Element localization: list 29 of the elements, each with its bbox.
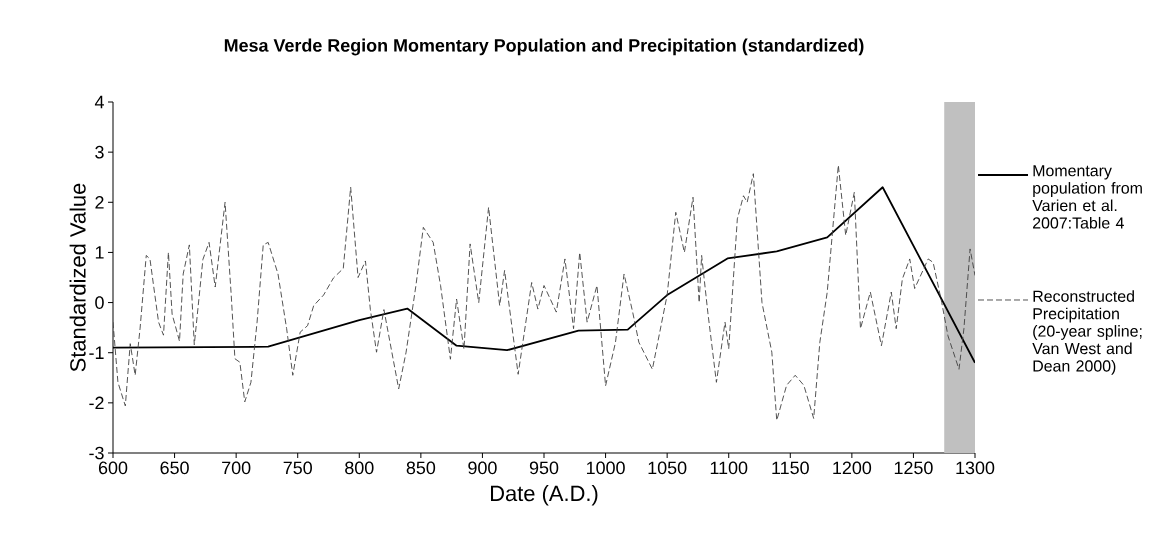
y-tick-label: -2 [89, 396, 104, 410]
x-tick-label: 1300 [956, 461, 995, 475]
y-axis-title: Standardized Value [69, 183, 86, 372]
x-tick-label: 750 [283, 461, 312, 475]
y-tick-label: 4 [94, 95, 104, 109]
y-tick-label: 2 [95, 196, 104, 209]
x-tick-label: 700 [222, 461, 251, 475]
line-series [113, 164, 976, 421]
x-tick-label: 600 [98, 461, 128, 475]
x-tick-label: 1250 [894, 461, 933, 475]
y-tick-label: 1 [95, 246, 104, 259]
y-tick-label: -1 [89, 346, 104, 359]
x-tick-label: 1050 [648, 461, 687, 475]
x-tick-label: 850 [406, 461, 436, 475]
x-tick-label: 1200 [833, 461, 872, 475]
x-tick-label: 650 [160, 461, 189, 475]
x-tick-label: 950 [529, 461, 559, 475]
chart-title: Mesa Verde Region Momentary Population and Precipitation (standardized) [224, 38, 864, 56]
x-tick-label: 800 [345, 461, 374, 475]
x-tick-label: 1100 [710, 461, 748, 475]
y-tick-label: 0 [95, 296, 104, 309]
x-tick-label: 1150 [772, 461, 809, 475]
y-tick-label: -3 [89, 446, 104, 460]
legend-label: Reconstructed Precipitation (20-year spline; Van West and Dean 2000) [1032, 290, 1142, 375]
x-tick-label: 1000 [586, 461, 625, 475]
y-tick-label: 3 [95, 145, 104, 159]
legend-label: Momentary population from Varien et al. 2007:Table 4 [1032, 165, 1142, 229]
x-axis-title: Date (A.D.) [490, 485, 598, 506]
x-tick-label: 900 [468, 461, 497, 475]
